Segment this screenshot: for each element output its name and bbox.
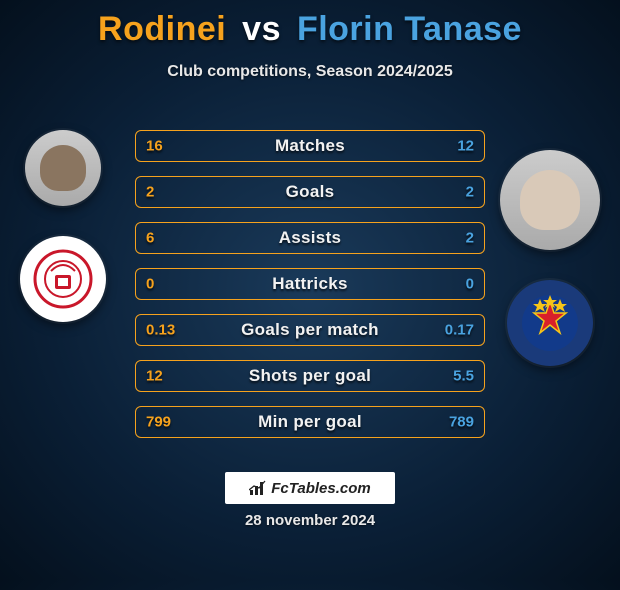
player-silhouette-icon [520,170,580,230]
player-silhouette-icon [40,145,86,191]
player1-avatar [25,130,101,206]
stat-row: 0.13 Goals per match 0.17 [135,314,485,346]
stat-label: Goals [286,182,335,202]
stat-left-value: 16 [146,138,163,155]
stat-row: 6 Assists 2 [135,222,485,254]
stat-right-value: 0.17 [445,322,474,339]
stats-table: 16 Matches 12 2 Goals 2 6 Assists 2 0 Hattricks 0 0.… [135,130,485,438]
stat-right-value: 5.5 [453,368,474,385]
right-avatar-column [500,150,600,366]
stat-left-value: 2 [146,184,154,201]
stat-label: Hattricks [272,274,347,294]
stat-row: 2 Goals 2 [135,176,485,208]
stat-row: 0 Hattricks 0 [135,268,485,300]
brand-text: FcTables.com [271,480,370,497]
stat-left-value: 799 [146,414,171,431]
stat-label: Shots per goal [249,366,371,386]
stat-label: Goals per match [241,320,379,340]
player1-club-logo [20,236,106,322]
stat-right-value: 2 [466,230,474,247]
stat-row: 12 Shots per goal 5.5 [135,360,485,392]
comparison-subtitle: Club competitions, Season 2024/2025 [0,63,620,81]
stat-left-value: 0.13 [146,322,175,339]
stat-label: Matches [275,136,345,156]
stat-right-value: 0 [466,276,474,293]
stat-left-value: 0 [146,276,154,293]
stat-label: Assists [279,228,342,248]
olympiacos-logo-icon [33,249,93,309]
title-player2: Florin Tanase [297,10,522,48]
stat-row: 799 Min per goal 789 [135,406,485,438]
title-vs: vs [242,10,281,48]
footer-date: 28 november 2024 [245,512,375,529]
stat-left-value: 12 [146,368,163,385]
stat-right-value: 789 [449,414,474,431]
left-avatar-column [20,130,106,322]
stat-label: Min per goal [258,412,362,432]
fcsb-logo-icon [520,293,580,353]
comparison-title: Rodinei vs Florin Tanase [0,10,620,49]
stat-row: 16 Matches 12 [135,130,485,162]
title-player1: Rodinei [98,10,226,48]
stat-right-value: 12 [457,138,474,155]
stat-left-value: 6 [146,230,154,247]
brand-badge: FcTables.com [225,472,395,504]
chart-icon [249,480,267,496]
player2-club-logo [507,280,593,366]
stat-right-value: 2 [466,184,474,201]
player2-avatar [500,150,600,250]
